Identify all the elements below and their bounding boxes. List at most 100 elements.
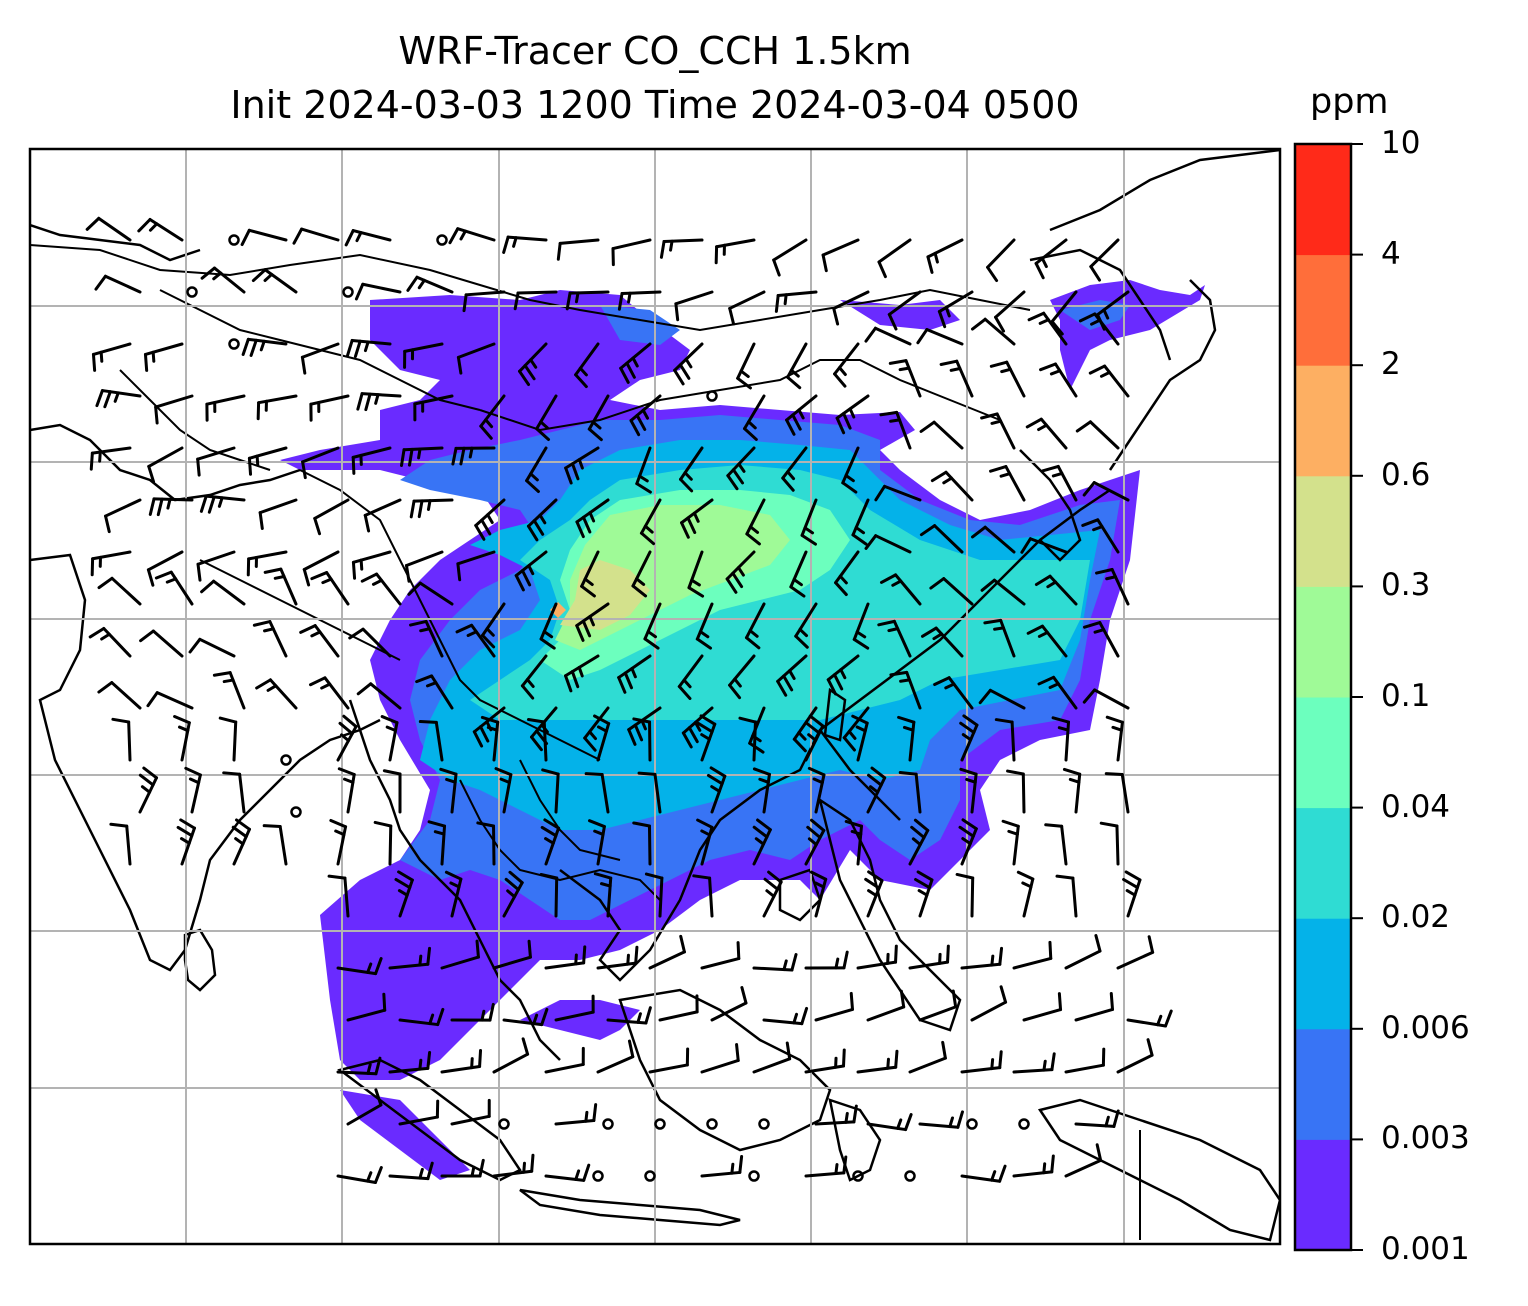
wind-barb — [629, 394, 662, 437]
wind-barb — [745, 498, 766, 546]
colorbar-tick-label: 10 — [1381, 125, 1421, 161]
wind-barb — [744, 602, 766, 650]
colorbar-segment — [1295, 586, 1351, 698]
wind-barbs — [85, 216, 1173, 1184]
tracer-concentration-region — [600, 305, 680, 345]
wind-barb — [481, 602, 506, 649]
wind-barb — [617, 654, 652, 694]
wind-barb — [1034, 238, 1068, 280]
wind-barb — [251, 268, 298, 294]
myanmar-coast — [348, 699, 561, 1061]
wind-barb — [889, 670, 922, 710]
wind-barb — [714, 238, 756, 265]
wind-barb — [360, 572, 402, 606]
wind-barb — [1075, 420, 1120, 450]
wind-barb — [866, 766, 887, 814]
wind-barb — [554, 994, 595, 1022]
wind-barb — [565, 290, 610, 311]
wind-barb — [427, 820, 447, 866]
wind-barb — [1012, 1154, 1055, 1178]
wind-barb — [1034, 574, 1078, 606]
wind-barb — [920, 626, 964, 658]
wind-barb — [637, 771, 662, 814]
wind-barb — [255, 678, 298, 710]
wind-barb — [526, 718, 548, 762]
wind-barb — [580, 550, 600, 598]
wind-barb — [544, 1163, 591, 1182]
wind-barb — [262, 824, 288, 866]
arctic-west — [30, 223, 201, 262]
wind-barb — [520, 654, 548, 700]
wind-barb — [480, 715, 500, 762]
wind-barb — [363, 498, 402, 533]
wind-barb — [596, 945, 639, 970]
wind-barb — [877, 619, 912, 658]
philippines — [818, 797, 962, 1032]
wind-barb — [440, 1158, 485, 1178]
colorbar — [1293, 142, 1363, 1252]
wind-barb — [1095, 567, 1130, 606]
wind-barb — [310, 571, 350, 606]
tracer-concentration-region — [340, 1090, 470, 1180]
wind-barb — [908, 944, 950, 970]
wind-barb — [933, 676, 974, 710]
wind-barb — [382, 769, 402, 814]
wind-barb — [1074, 991, 1115, 1022]
wind-barb — [313, 498, 350, 536]
wind-barb — [344, 229, 392, 247]
wind-barb — [674, 290, 714, 322]
wind-barb — [643, 602, 662, 650]
wind-barb — [212, 671, 246, 710]
wind-barb — [710, 986, 748, 1022]
gridlines — [30, 149, 1280, 1244]
wind-barb — [1016, 870, 1035, 918]
wind-barb — [864, 326, 912, 346]
wind-barb — [844, 819, 864, 866]
tracer-concentration-region — [560, 560, 650, 630]
colorbar-segment — [1295, 697, 1351, 809]
wind-barb — [205, 394, 246, 422]
wind-barb — [1062, 767, 1082, 814]
wind-barb — [692, 874, 714, 918]
wind-barb — [456, 550, 496, 582]
wind-barb — [593, 872, 613, 918]
wind-barb — [356, 392, 402, 412]
wind-barb — [336, 714, 358, 762]
wind-barb — [492, 939, 532, 970]
wind-barb — [897, 715, 916, 762]
wind-barb — [1105, 715, 1124, 762]
border-mainland — [519, 759, 621, 861]
wind-barb — [774, 290, 818, 313]
wind-barb — [888, 359, 922, 398]
wind-barb — [908, 1040, 947, 1074]
wind-barb — [700, 1043, 740, 1074]
wind-barb — [659, 238, 704, 259]
wind-barb — [916, 328, 964, 346]
calm-circle — [280, 754, 292, 766]
wind-barb — [329, 818, 348, 866]
wind-barb — [502, 1007, 549, 1027]
wind-barb — [554, 1103, 598, 1126]
wind-barb — [337, 767, 356, 814]
colorbar-tick-label: 0.006 — [1381, 1009, 1470, 1046]
map-subtitle: Init 2024-03-03 1200 Time 2024-03-04 050… — [230, 83, 1080, 127]
china-coast — [819, 729, 901, 821]
wind-barb — [564, 446, 600, 485]
wind-barb — [706, 766, 727, 814]
wind-barb — [336, 1166, 383, 1184]
wind-barb — [1126, 1009, 1173, 1028]
wind-barb — [835, 394, 870, 435]
wind-barb — [476, 821, 496, 866]
wind-barb — [814, 991, 854, 1022]
calm-circle — [186, 286, 198, 298]
wind-barb — [939, 359, 974, 398]
wind-barb — [492, 1037, 530, 1074]
wind-barb — [632, 821, 652, 866]
colorbar-segment — [1295, 807, 1351, 919]
wind-barb — [85, 216, 132, 242]
wind-barb — [1044, 823, 1068, 866]
wind-barb — [864, 534, 912, 554]
wind-barb — [648, 934, 686, 970]
wind-barb — [918, 989, 958, 1022]
wind-barb — [444, 870, 463, 918]
